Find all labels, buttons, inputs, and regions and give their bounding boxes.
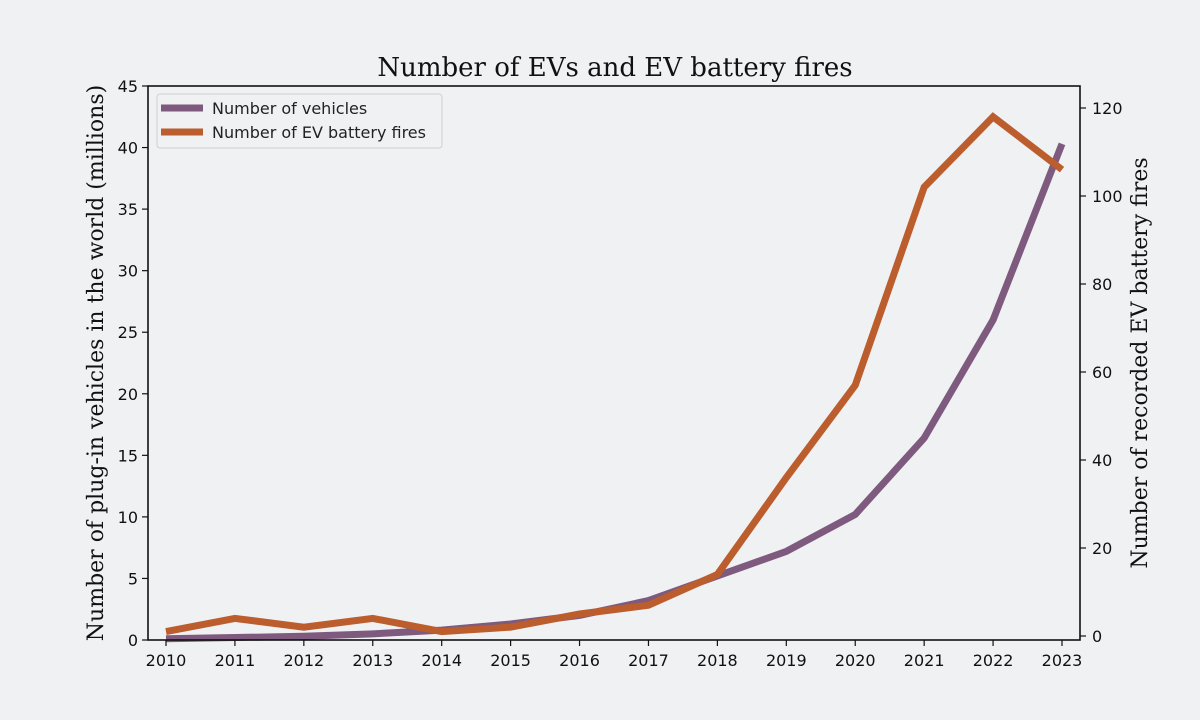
series-lines: [165, 112, 1066, 643]
y2-tick-label: 80: [1092, 275, 1112, 294]
x-tick-label: 2017: [628, 651, 669, 670]
x-tick-label: 2023: [1042, 651, 1083, 670]
legend: Number of vehicles Number of EV battery …: [156, 93, 443, 149]
y-tick-label: 40: [118, 139, 138, 158]
x-tick-label: 2016: [559, 651, 600, 670]
y-tick-label: 0: [128, 631, 138, 650]
x-tick-label: 2019: [766, 651, 807, 670]
x-tick-label: 2021: [904, 651, 945, 670]
x-tick-label: 2012: [283, 651, 324, 670]
legend-box: [156, 93, 443, 149]
chart-title: Number of EVs and EV battery fires: [377, 53, 852, 83]
y-tick-label: 5: [128, 569, 138, 588]
y-axis-right: 0 20 40 60 80 100 120: [1080, 99, 1123, 646]
y-tick-label: 10: [118, 508, 138, 527]
y-tick-label: 35: [118, 200, 138, 219]
legend-label-vehicles: Number of vehicles: [212, 99, 367, 118]
y2-tick-label: 20: [1092, 539, 1112, 558]
x-tick-label: 2020: [835, 651, 876, 670]
series-line-fires: [165, 112, 1065, 636]
x-tick-label: 2022: [973, 651, 1014, 670]
x-tick-label: 2010: [146, 651, 187, 670]
y-tick-label: 20: [118, 385, 138, 404]
y2-tick-label: 40: [1092, 451, 1112, 470]
x-tick-label: 2015: [490, 651, 531, 670]
series-line-vehicles: [165, 142, 1066, 643]
y2-tick-label: 100: [1092, 187, 1123, 206]
y-tick-label: 15: [118, 446, 138, 465]
y-axis-label: Number of plug-in vehicles in the world …: [84, 85, 109, 641]
x-tick-label: 2014: [421, 651, 462, 670]
y-tick-label: 30: [118, 262, 138, 281]
y2-tick-label: 0: [1092, 627, 1102, 646]
y-tick-label: 25: [118, 323, 138, 342]
y2-axis-label: Number of recorded EV battery fires: [1128, 157, 1153, 568]
y-axis-left: 0 5 10 15 20 25 30 35 40 45: [118, 77, 148, 650]
y-tick-label: 45: [118, 77, 138, 96]
x-tick-label: 2013: [352, 651, 393, 670]
legend-label-fires: Number of EV battery fires: [212, 123, 426, 142]
y2-tick-label: 60: [1092, 363, 1112, 382]
x-tick-label: 2011: [215, 651, 256, 670]
x-axis: 2010 2011 2012 2013 2014 2015 2016 2017 2018 2019…: [146, 640, 1083, 670]
plot-frame: [147, 85, 1081, 641]
x-tick-label: 2018: [697, 651, 738, 670]
y2-tick-label: 120: [1092, 99, 1123, 118]
